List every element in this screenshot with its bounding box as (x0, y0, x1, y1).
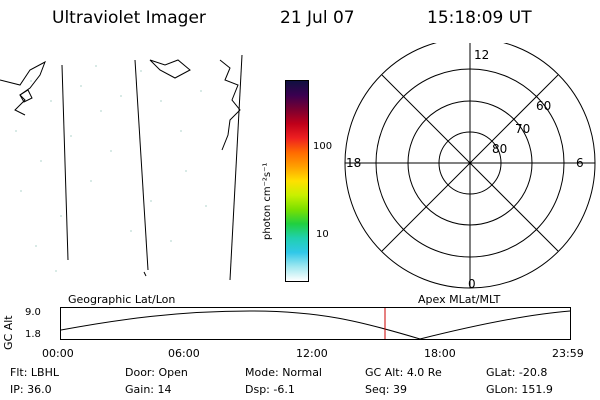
status-seq: Seq: 39 (365, 383, 407, 396)
lat-label-70: 70 (515, 122, 530, 136)
coastline-island (19, 89, 33, 103)
status-mode-label: Mode: (245, 366, 279, 379)
geographic-panel-label: Geographic Lat/Lon (68, 293, 176, 306)
altitude-xtick-2359: 23:59 (552, 347, 584, 360)
status-gc-alt-value: 4.0 Re (406, 366, 442, 379)
status-flt-value: LBHL (30, 366, 59, 379)
mlt-label-top: 12 (474, 48, 489, 62)
apex-panel-label: Apex MLat/MLT (418, 293, 501, 306)
coastline-island (149, 59, 191, 79)
mlt-line-diagonal (381, 74, 559, 252)
instrument-title: Ultraviolet Imager (52, 8, 206, 28)
observation-date: 21 Jul 07 (280, 8, 355, 28)
altitude-ytick-top: 9.0 (25, 307, 41, 318)
coastline-fragment (143, 271, 147, 277)
status-glon-value: 151.9 (521, 383, 553, 396)
mlt-label-bottom: 0 (468, 277, 476, 291)
status-ip: IP: 36.0 (10, 383, 52, 396)
status-gain-label: Gain: (125, 383, 154, 396)
altitude-xtick-1800: 18:00 (424, 347, 456, 360)
meridian-line (134, 59, 149, 271)
colorbar-tick-10: 10 (316, 229, 329, 240)
status-gain: Gain: 14 (125, 383, 172, 396)
status-glon-label: GLon: (486, 383, 518, 396)
status-mode: Mode: Normal (245, 366, 322, 379)
coastline (0, 60, 46, 116)
status-door-label: Door: (125, 366, 155, 379)
status-gc-alt-label: GC Alt: (365, 366, 404, 379)
status-ip-label: IP: (10, 383, 24, 396)
status-door-value: Open (158, 366, 188, 379)
status-dsp: Dsp: -6.1 (245, 383, 295, 396)
lat-label-60: 60 (536, 99, 551, 113)
altitude-xtick-0600: 06:00 (168, 347, 200, 360)
altitude-ylabel: GC Alt (2, 315, 15, 350)
status-seq-label: Seq: (365, 383, 390, 396)
status-glon: GLon: 151.9 (486, 383, 553, 396)
status-glat-value: -20.8 (518, 366, 548, 379)
faint-emission-dots (15, 65, 207, 272)
status-seq-value: 39 (392, 383, 407, 396)
altitude-ytick-bottom: 1.8 (25, 329, 41, 340)
observation-time: 15:18:09 UT (427, 8, 532, 28)
altitude-plot-frame (60, 307, 571, 340)
lat-label-80: 80 (492, 142, 507, 156)
status-mode-value: Normal (282, 366, 322, 379)
status-gain-value: 14 (157, 383, 172, 396)
coastline (219, 59, 241, 151)
map-overlay (0, 54, 243, 281)
colorbar-gradient (286, 81, 308, 281)
status-dsp-value: -6.1 (273, 383, 295, 396)
colorbar-unit-label: photon cm⁻²s⁻¹ (262, 162, 273, 240)
mlt-label-left: 18 (346, 156, 361, 170)
altitude-curve (60, 310, 571, 340)
mlt-label-right: 6 (576, 156, 584, 170)
altitude-xtick-1200: 12:00 (296, 347, 328, 360)
status-flt: Flt: LBHL (10, 366, 59, 379)
status-glat-label: GLat: (486, 366, 516, 379)
status-ip-value: 36.0 (27, 383, 52, 396)
status-gc-alt: GC Alt: 4.0 Re (365, 366, 442, 379)
status-dsp-label: Dsp: (245, 383, 270, 396)
colorbar-tick-100: 100 (313, 141, 333, 152)
altitude-plot (60, 307, 571, 340)
status-door: Door: Open (125, 366, 188, 379)
geographic-image-panel (0, 54, 243, 281)
status-flt-label: Flt: (10, 366, 28, 379)
polar-plot: 12 18 6 0 60 70 80 (344, 43, 596, 291)
meridian-line (61, 64, 69, 261)
colorbar (285, 80, 309, 282)
status-glat: GLat: -20.8 (486, 366, 547, 379)
meridian-line (229, 54, 243, 281)
altitude-xtick-0000: 00:00 (42, 347, 74, 360)
